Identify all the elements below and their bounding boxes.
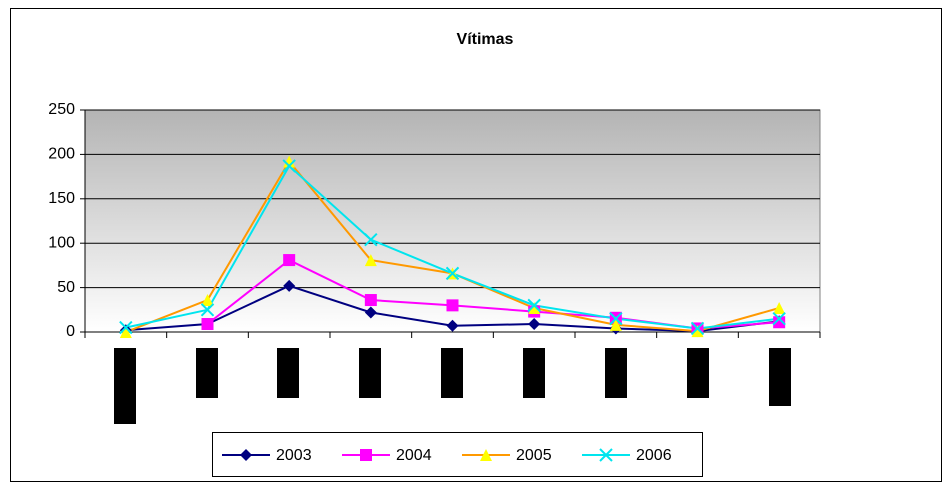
marker xyxy=(527,298,541,313)
marker xyxy=(528,302,541,315)
marker xyxy=(772,311,786,326)
marker xyxy=(609,318,622,331)
marker xyxy=(283,155,296,168)
marker xyxy=(360,449,372,461)
y-tick-label: 250 xyxy=(48,101,75,118)
marker xyxy=(609,311,623,326)
marker xyxy=(364,294,377,307)
legend-label: 2005 xyxy=(516,447,552,464)
marker xyxy=(283,254,296,267)
marker xyxy=(364,254,377,267)
marker xyxy=(445,266,460,281)
marker xyxy=(773,316,786,329)
marker xyxy=(282,159,296,173)
marker xyxy=(480,449,492,461)
marker xyxy=(119,326,132,338)
y-tick-label: 150 xyxy=(48,190,75,207)
marker xyxy=(690,321,705,336)
y-tick-label: 0 xyxy=(66,323,75,340)
marker xyxy=(364,306,377,319)
chart-title: Vítimas xyxy=(457,31,514,48)
marker xyxy=(240,449,252,461)
marker xyxy=(364,232,378,247)
y-tick-label: 100 xyxy=(48,234,75,251)
marker xyxy=(201,318,214,331)
marker xyxy=(200,303,215,317)
legend-label: 2004 xyxy=(396,447,432,464)
legend-label: 2006 xyxy=(636,447,672,464)
marker xyxy=(201,294,214,307)
marker xyxy=(119,320,133,335)
legend-label: 2003 xyxy=(276,447,312,464)
marker xyxy=(446,299,459,312)
marker xyxy=(528,318,541,331)
marker xyxy=(691,325,704,338)
plot-area xyxy=(84,109,821,333)
marker xyxy=(283,279,296,292)
marker xyxy=(773,302,786,315)
y-tick-label: 50 xyxy=(57,279,75,296)
marker xyxy=(446,319,459,332)
category-labels-illegible xyxy=(114,348,791,424)
marker xyxy=(599,448,613,462)
y-tick-label: 200 xyxy=(48,146,75,163)
